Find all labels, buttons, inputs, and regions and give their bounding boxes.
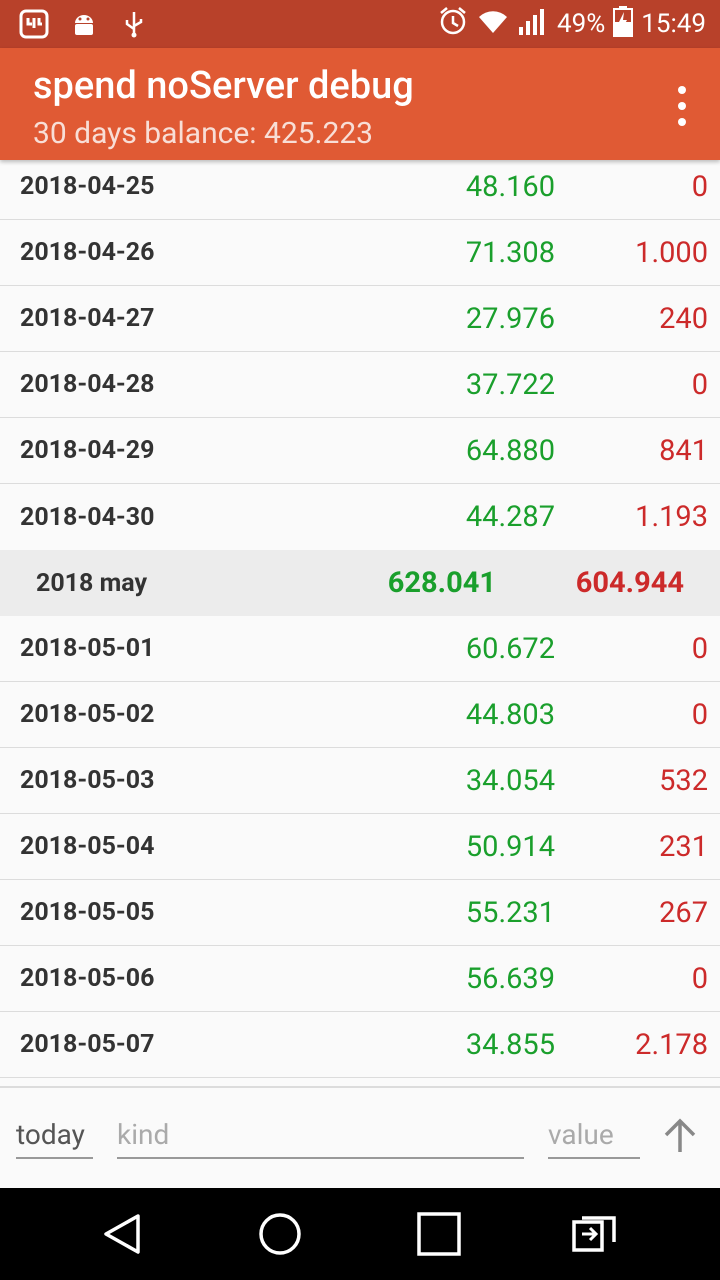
wifi-icon (477, 5, 509, 44)
row-expense: 0 (691, 367, 708, 402)
app-title: spend noServer debug (33, 64, 414, 108)
home-icon[interactable] (255, 1210, 305, 1258)
usb-icon (118, 8, 150, 40)
arrow-up-icon[interactable] (660, 1116, 700, 1156)
list-item[interactable]: 2018-04-28 37.722 0 (0, 352, 720, 418)
row-date: 2018-05-05 (20, 898, 155, 927)
row-expense: 532 (659, 763, 708, 798)
month-expense: 604.944 (575, 566, 684, 600)
month-label: 2018 may (36, 568, 148, 598)
list-item[interactable]: 2018-04-26 71.308 1.000 (0, 220, 720, 286)
row-date: 2018-05-02 (20, 700, 155, 729)
status-bar: 49% 15:49 (0, 0, 720, 48)
list-item[interactable]: 2018-04-29 64.880 841 (0, 418, 720, 484)
navigation-bar (0, 1188, 720, 1280)
row-income: 71.308 (465, 235, 555, 270)
list-item[interactable]: 2018-05-07 34.855 2.178 (0, 1012, 720, 1078)
android-debug-icon (68, 8, 100, 40)
row-expense: 240 (659, 301, 708, 336)
row-income: 60.672 (465, 631, 555, 666)
balance-subtitle: 30 days balance: 425.223 (33, 116, 374, 151)
row-income: 55.231 (465, 895, 555, 930)
row-income: 44.803 (465, 697, 555, 732)
row-expense: 0 (691, 631, 708, 666)
date-field[interactable]: today (16, 1118, 93, 1159)
row-expense: 1.000 (635, 235, 708, 270)
row-income: 56.639 (465, 961, 555, 996)
row-date: 2018-04-26 (20, 238, 155, 267)
row-income: 64.880 (465, 433, 555, 468)
spend-list[interactable]: 2018-04-25 48.160 0 2018-04-26 71.308 1.… (0, 154, 720, 1084)
row-date: 2018-04-28 (20, 370, 155, 399)
signal-icon (517, 5, 549, 44)
list-item[interactable]: 2018-05-02 44.803 0 (0, 682, 720, 748)
row-expense: 2.178 (635, 1027, 708, 1062)
list-item[interactable]: 2018-04-30 44.287 1.193 (0, 484, 720, 550)
row-expense: 1.193 (635, 500, 708, 534)
row-date: 2018-05-04 (20, 832, 155, 861)
value-input[interactable]: value (548, 1118, 640, 1159)
row-income: 34.054 (465, 763, 555, 798)
row-income: 27.976 (465, 301, 555, 336)
list-item[interactable]: 2018-05-03 34.054 532 (0, 748, 720, 814)
list-item[interactable]: 2018-05-06 56.639 0 (0, 946, 720, 1012)
recents-icon[interactable] (414, 1210, 464, 1258)
battery-percent: 49% (556, 9, 606, 39)
row-date: 2018-04-25 (20, 172, 155, 201)
row-date: 2018-04-29 (20, 436, 155, 465)
kind-input[interactable]: kind (117, 1118, 524, 1159)
back-icon[interactable] (98, 1210, 148, 1258)
list-item[interactable]: 2018-04-25 48.160 0 (0, 154, 720, 220)
month-summary-row[interactable]: 2018 may 628.041 604.944 (0, 550, 720, 616)
overflow-menu-icon[interactable] (672, 86, 692, 126)
battery-charging-icon (613, 5, 634, 44)
row-income: 34.855 (465, 1027, 555, 1062)
row-date: 2018-05-03 (20, 766, 155, 795)
list-item[interactable]: 2018-05-01 60.672 0 (0, 616, 720, 682)
list-item[interactable]: 2018-05-04 50.914 231 (0, 814, 720, 880)
entry-input-bar: today kind value (0, 1086, 720, 1190)
row-expense: 267 (659, 895, 708, 930)
row-income: 44.287 (465, 500, 555, 534)
row-expense: 0 (691, 697, 708, 732)
app-bar: spend noServer debug 30 days balance: 42… (0, 48, 720, 160)
row-date: 2018-05-01 (20, 634, 155, 663)
row-income: 48.160 (465, 169, 555, 204)
list-item[interactable]: 2018-04-27 27.976 240 (0, 286, 720, 352)
row-income: 50.914 (465, 829, 555, 864)
clock-time: 15:49 (641, 9, 706, 39)
switch-app-icon[interactable] (570, 1210, 620, 1258)
list-item[interactable]: 2018-05-05 55.231 267 (0, 880, 720, 946)
row-date: 2018-04-27 (20, 304, 155, 333)
row-income: 37.722 (465, 367, 555, 402)
alarm-icon (437, 5, 469, 44)
row-date: 2018-05-06 (20, 964, 155, 993)
row-expense: 0 (691, 961, 708, 996)
app-notification-icon (18, 8, 50, 40)
row-expense: 231 (659, 829, 708, 864)
month-income: 628.041 (387, 566, 496, 600)
row-expense: 0 (691, 169, 708, 204)
row-expense: 841 (659, 433, 708, 468)
row-date: 2018-05-07 (20, 1030, 155, 1059)
row-date: 2018-04-30 (20, 502, 155, 532)
